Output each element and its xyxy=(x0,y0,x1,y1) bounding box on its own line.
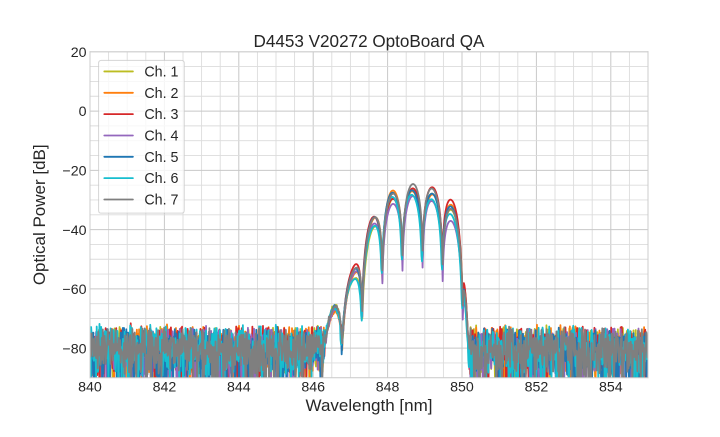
svg-text:Ch. 6: Ch. 6 xyxy=(144,171,178,187)
svg-text:848: 848 xyxy=(376,380,400,396)
svg-text:Ch. 1: Ch. 1 xyxy=(144,64,178,80)
svg-text:854: 854 xyxy=(599,380,623,396)
svg-text:−20: −20 xyxy=(62,163,86,179)
svg-text:−40: −40 xyxy=(62,223,86,239)
svg-text:Ch. 4: Ch. 4 xyxy=(144,128,178,144)
svg-text:D4453 V20272 OptoBoard QA: D4453 V20272 OptoBoard QA xyxy=(254,32,486,51)
svg-text:Ch. 2: Ch. 2 xyxy=(144,86,178,102)
svg-text:Wavelength [nm]: Wavelength [nm] xyxy=(306,396,433,415)
svg-text:Ch. 7: Ch. 7 xyxy=(144,192,178,208)
svg-text:−60: −60 xyxy=(62,282,86,298)
svg-text:850: 850 xyxy=(450,380,474,396)
svg-text:−80: −80 xyxy=(62,341,86,357)
svg-text:844: 844 xyxy=(227,380,251,396)
svg-text:Ch. 3: Ch. 3 xyxy=(144,107,178,123)
svg-text:852: 852 xyxy=(525,380,549,396)
svg-text:0: 0 xyxy=(79,104,87,120)
svg-text:Optical Power [dB]: Optical Power [dB] xyxy=(30,144,49,285)
svg-text:20: 20 xyxy=(71,45,87,61)
svg-text:840: 840 xyxy=(78,380,102,396)
svg-text:842: 842 xyxy=(153,380,177,396)
svg-text:Ch. 5: Ch. 5 xyxy=(144,150,178,166)
svg-text:846: 846 xyxy=(301,380,325,396)
